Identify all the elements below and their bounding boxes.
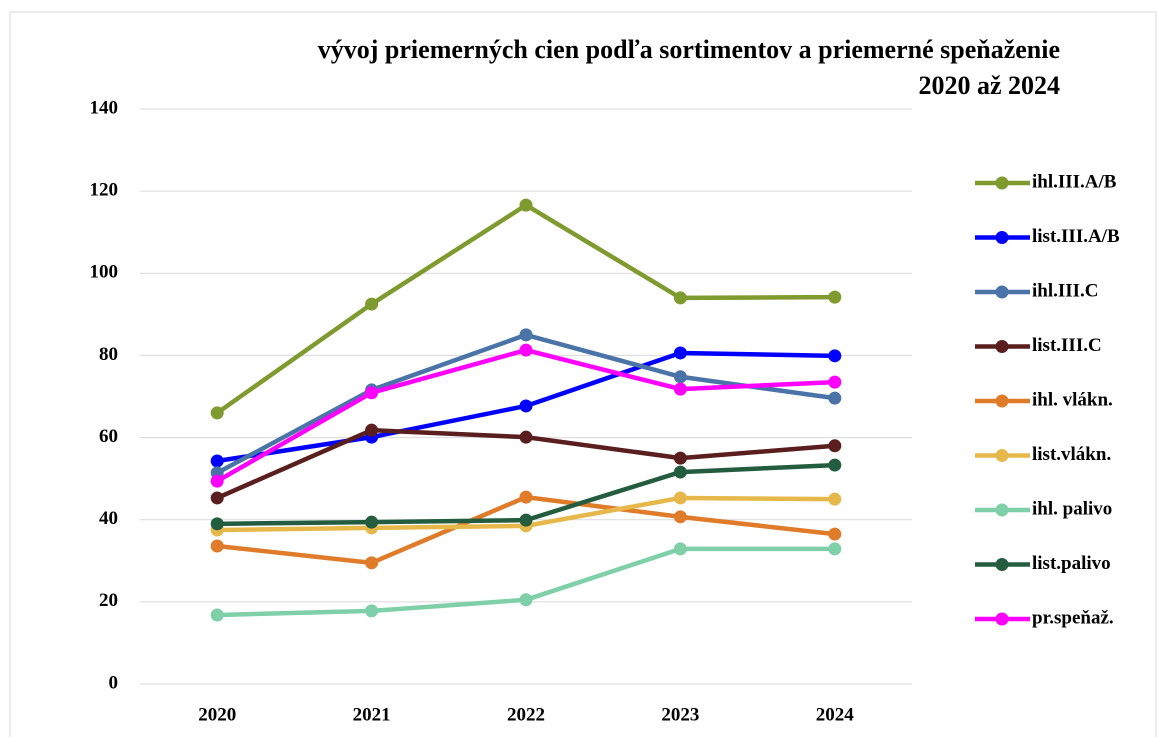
y-tick-label: 20 bbox=[99, 590, 118, 611]
data-point bbox=[519, 430, 533, 444]
y-tick-label: 120 bbox=[90, 180, 119, 201]
legend-label: list.III.A/B bbox=[1032, 226, 1120, 247]
legend-marker bbox=[995, 612, 1009, 626]
legend-label: ihl.III.A/B bbox=[1032, 171, 1117, 192]
legend-marker bbox=[995, 176, 1009, 190]
y-tick-label: 80 bbox=[99, 344, 118, 365]
legend-marker bbox=[995, 503, 1009, 517]
data-point bbox=[365, 297, 379, 311]
data-point bbox=[673, 510, 687, 524]
data-point bbox=[210, 454, 224, 468]
data-point bbox=[673, 346, 687, 360]
x-tick-label: 2020 bbox=[198, 704, 236, 725]
x-tick-label: 2024 bbox=[816, 704, 855, 725]
chart-title: 2020 až 2024 bbox=[918, 71, 1060, 100]
data-point bbox=[828, 349, 842, 363]
legend-label: pr.speňaž. bbox=[1032, 607, 1114, 628]
data-point bbox=[519, 399, 533, 413]
data-point bbox=[210, 491, 224, 505]
data-point bbox=[828, 458, 842, 472]
data-point bbox=[519, 513, 533, 527]
legend-marker bbox=[995, 285, 1009, 299]
data-point bbox=[673, 382, 687, 396]
data-point bbox=[519, 490, 533, 504]
legend-label: list.vlákn. bbox=[1032, 444, 1111, 465]
data-point bbox=[828, 542, 842, 556]
data-point bbox=[673, 542, 687, 556]
y-tick-label: 100 bbox=[90, 262, 119, 283]
data-point bbox=[828, 391, 842, 405]
y-tick-label: 0 bbox=[109, 672, 119, 693]
legend-marker bbox=[995, 231, 1009, 244]
y-tick-label: 60 bbox=[99, 426, 118, 447]
data-point bbox=[828, 439, 842, 453]
data-point bbox=[210, 539, 224, 553]
data-point bbox=[519, 593, 533, 607]
data-point bbox=[210, 474, 224, 488]
y-tick-label: 140 bbox=[90, 97, 119, 118]
legend-marker bbox=[995, 394, 1009, 408]
data-point bbox=[365, 423, 379, 437]
data-point bbox=[210, 406, 224, 420]
legend-label: list.palivo bbox=[1032, 553, 1111, 574]
data-point bbox=[673, 491, 687, 505]
data-point bbox=[365, 604, 379, 618]
y-tick-label: 40 bbox=[99, 508, 118, 529]
data-point bbox=[365, 515, 379, 529]
data-point bbox=[673, 451, 687, 465]
legend-label: ihl.III.C bbox=[1032, 280, 1099, 301]
legend-marker bbox=[995, 340, 1009, 353]
data-point bbox=[365, 556, 379, 570]
chart-title: vývoj priemerných cien podľa sortimentov… bbox=[318, 35, 1060, 64]
data-point bbox=[519, 328, 533, 342]
chart-border bbox=[9, 11, 1157, 737]
legend-label: ihl. palivo bbox=[1032, 498, 1112, 519]
legend-label: ihl. vlákn. bbox=[1032, 389, 1113, 410]
data-point bbox=[519, 343, 533, 357]
legend-marker bbox=[995, 449, 1009, 462]
x-tick-label: 2022 bbox=[507, 704, 545, 725]
legend-label: list.III.C bbox=[1032, 335, 1102, 356]
data-point bbox=[828, 375, 842, 389]
legend-marker bbox=[995, 558, 1009, 571]
data-point bbox=[673, 291, 687, 305]
data-point bbox=[828, 492, 842, 506]
data-point bbox=[210, 517, 224, 531]
data-point bbox=[365, 386, 379, 400]
x-tick-label: 2023 bbox=[661, 704, 699, 725]
data-point bbox=[828, 290, 842, 304]
x-tick-label: 2021 bbox=[353, 704, 391, 725]
data-point bbox=[673, 465, 687, 479]
data-point bbox=[519, 198, 533, 212]
data-point bbox=[210, 608, 224, 622]
data-point bbox=[673, 370, 687, 384]
data-point bbox=[828, 527, 842, 541]
